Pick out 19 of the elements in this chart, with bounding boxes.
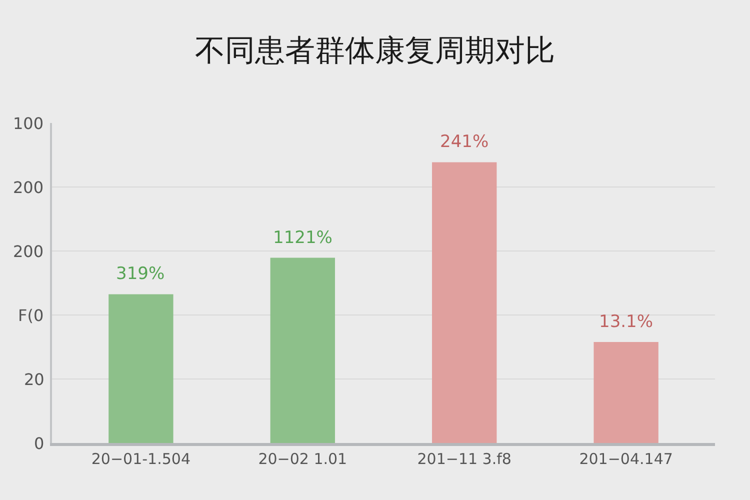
annotation: 241%: [440, 132, 489, 152]
text: 0: [34, 434, 44, 453]
annotation: 1121%: [273, 228, 332, 248]
text: 200: [13, 242, 44, 261]
bar: [594, 342, 658, 443]
bar: [270, 258, 335, 443]
x-tick-label: 20−01-1.504: [91, 450, 190, 468]
text: 100: [13, 114, 44, 133]
text: 200: [13, 178, 44, 197]
x-tick-label: 201−11 3.f8: [417, 450, 512, 468]
x-tick-label: 20−02 1.01: [258, 450, 348, 468]
x-tick-label: 201−04.147: [579, 450, 673, 468]
text: F(0: [18, 306, 44, 325]
bar: [108, 294, 174, 443]
annotation: 319%: [116, 264, 165, 284]
chart-title: 不同患者群体康复周期对比: [195, 34, 555, 68]
text: 20: [24, 370, 44, 389]
bar: [432, 162, 497, 443]
annotation: 13.1%: [599, 312, 654, 332]
